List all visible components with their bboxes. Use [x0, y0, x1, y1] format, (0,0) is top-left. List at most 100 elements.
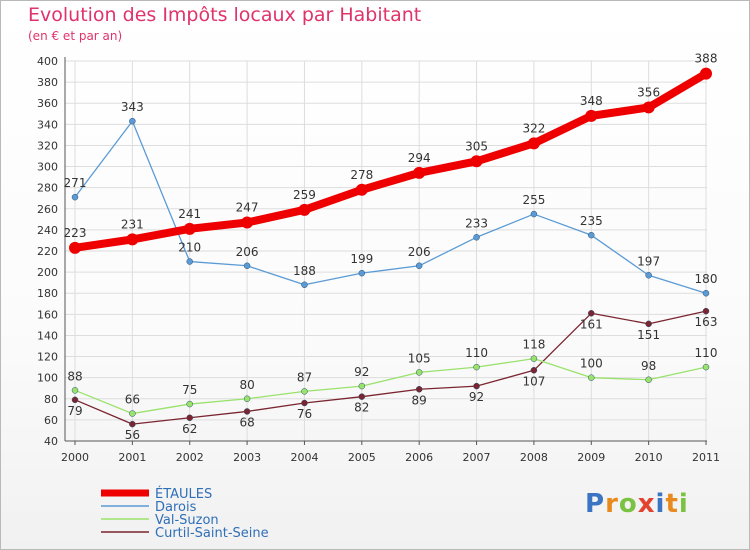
data-label: 206	[408, 245, 431, 259]
data-label: 305	[465, 139, 488, 153]
data-label: 322	[522, 121, 545, 135]
y-tick-label: 380	[37, 76, 58, 89]
data-point	[355, 183, 368, 196]
data-label: 348	[580, 94, 603, 108]
y-tick-label: 160	[37, 308, 58, 321]
data-label: 107	[522, 374, 545, 388]
data-point	[71, 396, 79, 404]
y-tick-label: 280	[37, 182, 58, 195]
data-label: 343	[121, 100, 144, 114]
legend-label: Darois	[155, 500, 197, 515]
x-tick-label: 2000	[61, 451, 89, 464]
data-point	[129, 410, 136, 417]
data-label: 231	[121, 217, 144, 231]
data-label: 271	[64, 176, 87, 190]
chart-title: Evolution des Impôts locaux par Habitant	[28, 4, 422, 26]
data-label: 188	[293, 264, 316, 278]
x-tick-label: 2001	[118, 451, 146, 464]
data-point	[186, 414, 193, 422]
data-label: 92	[354, 365, 369, 379]
data-point	[470, 155, 483, 168]
data-label: 79	[67, 404, 82, 418]
data-point	[126, 233, 139, 246]
data-point	[645, 376, 652, 384]
data-label: 163	[695, 315, 718, 329]
legend-label: Val-Suzon	[155, 513, 219, 528]
x-tick-label: 2003	[233, 451, 261, 464]
y-tick-label: 200	[37, 266, 58, 279]
data-label: 88	[67, 369, 82, 383]
data-point	[129, 117, 136, 125]
data-label: 62	[182, 422, 197, 436]
data-label: 206	[236, 245, 259, 259]
y-tick-label: 140	[37, 329, 58, 342]
data-label: 56	[125, 428, 140, 442]
series-line	[74, 310, 707, 425]
data-label: 105	[408, 351, 431, 365]
data-label: 235	[580, 214, 603, 228]
data-label: 388	[695, 52, 718, 66]
data-point	[415, 369, 423, 376]
data-label: 118	[522, 338, 545, 352]
data-label: 92	[469, 390, 484, 404]
y-tick-label: 320	[37, 139, 58, 152]
data-label: 100	[580, 357, 603, 371]
data-point	[129, 420, 136, 428]
data-label: 66	[125, 393, 140, 407]
data-point	[527, 137, 540, 150]
data-label: 87	[297, 370, 312, 384]
data-label: 89	[412, 393, 427, 407]
y-tick-label: 340	[37, 118, 58, 131]
x-tick-label: 2005	[348, 451, 376, 464]
data-point	[642, 101, 655, 114]
data-point	[301, 281, 308, 289]
x-tick-label: 2007	[463, 451, 491, 464]
data-point	[645, 320, 652, 328]
data-point	[183, 222, 196, 235]
data-label: 223	[64, 226, 87, 240]
data-point	[415, 262, 423, 270]
data-label: 180	[695, 272, 718, 286]
data-label: 98	[641, 359, 656, 373]
y-tick-label: 40	[44, 435, 58, 448]
data-label: 255	[522, 193, 545, 207]
legend-label: Curtil-Saint-Seine	[155, 526, 269, 541]
data-point	[702, 363, 710, 371]
data-point	[243, 262, 251, 270]
data-point	[473, 363, 480, 371]
series-line	[74, 120, 707, 294]
data-label: 110	[695, 346, 718, 360]
y-tick-label: 80	[44, 393, 58, 406]
data-label: 82	[354, 401, 369, 415]
x-tick-label: 2006	[405, 451, 433, 464]
data-label: 199	[350, 252, 373, 266]
data-point	[530, 367, 538, 374]
data-point	[702, 289, 710, 297]
data-label: 110	[465, 346, 488, 360]
y-tick-label: 360	[37, 97, 58, 110]
y-tick-label: 240	[37, 224, 58, 237]
y-tick-label: 60	[44, 414, 58, 427]
y-tick-label: 100	[37, 372, 58, 385]
data-label: 241	[178, 207, 201, 221]
data-point	[358, 393, 366, 400]
x-tick-label: 2011	[692, 451, 720, 464]
data-label: 259	[293, 188, 316, 202]
y-tick-label: 400	[37, 55, 58, 68]
data-point	[71, 387, 79, 394]
y-tick-label: 180	[37, 287, 58, 300]
data-point	[301, 399, 308, 407]
data-label: 151	[637, 328, 660, 342]
data-label: 278	[350, 168, 373, 182]
data-point	[301, 388, 308, 395]
data-label: 75	[182, 383, 197, 397]
data-label: 210	[178, 241, 201, 255]
data-point	[71, 193, 79, 201]
data-label: 161	[580, 317, 603, 331]
data-point	[645, 272, 652, 279]
data-point	[588, 231, 595, 239]
data-label: 247	[236, 201, 259, 215]
x-tick-label: 2009	[577, 451, 605, 464]
data-point	[186, 258, 193, 265]
